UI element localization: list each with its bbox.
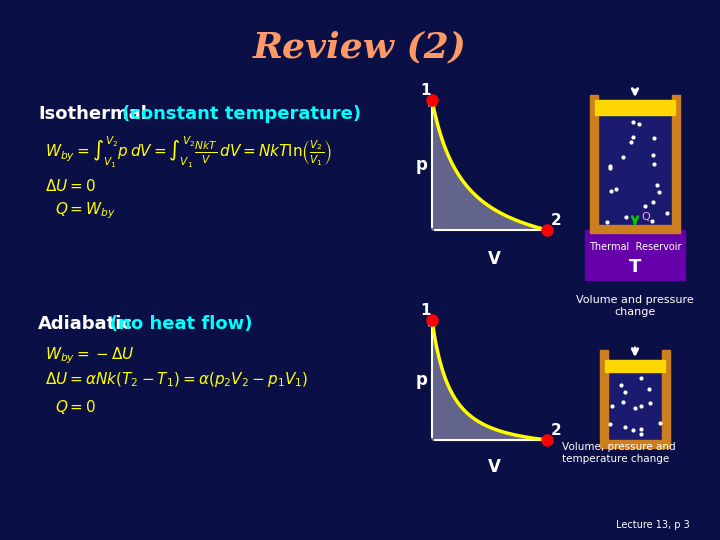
Text: $\Delta U=0$: $\Delta U=0$ [45, 178, 96, 194]
Text: Volume and pressure
change: Volume and pressure change [576, 295, 694, 316]
Bar [608, 372, 662, 440]
Text: V: V [487, 250, 500, 268]
Text: (no heat flow): (no heat flow) [110, 315, 253, 333]
Text: $W_{by}=-\Delta U$: $W_{by}=-\Delta U$ [45, 345, 135, 366]
Bar [595, 100, 675, 115]
Polygon shape [432, 320, 547, 440]
Text: 2: 2 [551, 423, 562, 438]
Text: 1: 1 [420, 303, 431, 318]
Text: 2: 2 [551, 213, 562, 228]
Polygon shape [432, 100, 547, 230]
Text: p: p [416, 371, 428, 389]
Text: 1: 1 [420, 83, 431, 98]
Bar [598, 115, 672, 230]
Text: $W_{by}=\int_{V_1}^{V_2}p\,dV=\int_{V_1}^{V_2}\frac{NkT}{V}\,dV=NkT\ln\!\left(\f: $W_{by}=\int_{V_1}^{V_2}p\,dV=\int_{V_1}… [45, 135, 333, 170]
Text: Adiabatic: Adiabatic [38, 315, 133, 333]
Text: Volume, pressure and
temperature change: Volume, pressure and temperature change [562, 442, 675, 464]
Text: Review (2): Review (2) [253, 30, 467, 64]
Text: V: V [487, 458, 500, 476]
Text: (constant temperature): (constant temperature) [122, 105, 361, 123]
Bar [662, 350, 670, 440]
Bar [600, 440, 670, 448]
Text: $Q=W_{by}$: $Q=W_{by}$ [55, 200, 116, 221]
Text: $\Delta U=\alpha Nk\left(T_2-T_1\right)=\alpha\left(p_2V_2-p_1V_1\right)$: $\Delta U=\alpha Nk\left(T_2-T_1\right)=… [45, 370, 309, 389]
Bar [590, 225, 680, 233]
Text: $Q=0$: $Q=0$ [55, 398, 96, 416]
Text: Thermal  Reservoir: Thermal Reservoir [589, 242, 681, 252]
Bar [585, 230, 685, 280]
Bar [600, 350, 608, 440]
Text: Lecture 13, p 3: Lecture 13, p 3 [616, 520, 690, 530]
Bar [672, 95, 680, 225]
Bar [590, 95, 598, 225]
Text: p: p [416, 156, 428, 174]
Text: Q: Q [641, 212, 649, 222]
Text: T: T [629, 258, 642, 276]
Text: Isothermal: Isothermal [38, 105, 147, 123]
Bar [605, 360, 665, 372]
